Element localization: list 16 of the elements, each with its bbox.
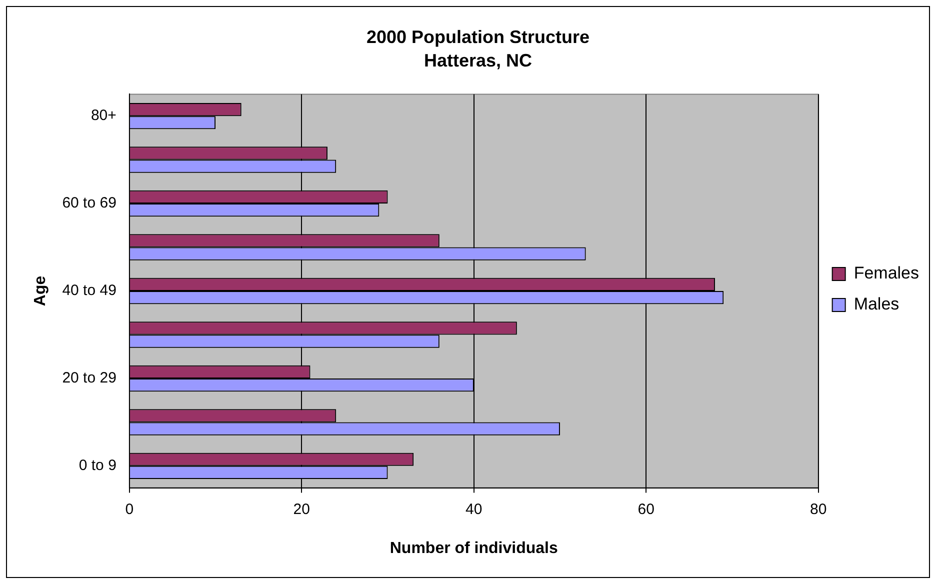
y-tick-label: 80+: [90, 107, 117, 124]
x-tick-label: 40: [466, 500, 482, 518]
y-tick-label: 40 to 49: [62, 282, 116, 300]
x-tick-label: 60: [638, 500, 654, 518]
y-tick-label: 0 to 9: [78, 457, 116, 474]
y-axis-title: Age: [32, 276, 50, 306]
y-tick-label: 20 to 29: [62, 370, 116, 387]
legend-label: Males: [854, 294, 900, 314]
x-tick-label: 80: [810, 500, 827, 518]
x-tick-label: 20: [293, 500, 310, 518]
x-tick-label: 0: [125, 500, 134, 518]
chart-subtitle: Hatteras, NC: [424, 50, 532, 70]
y-tick-label: 60 to 69: [62, 194, 116, 212]
legend-label: Females: [854, 264, 919, 283]
chart-title: 2000 Population Structure: [366, 26, 590, 47]
x-axis-title: Number of individuals: [390, 540, 558, 557]
